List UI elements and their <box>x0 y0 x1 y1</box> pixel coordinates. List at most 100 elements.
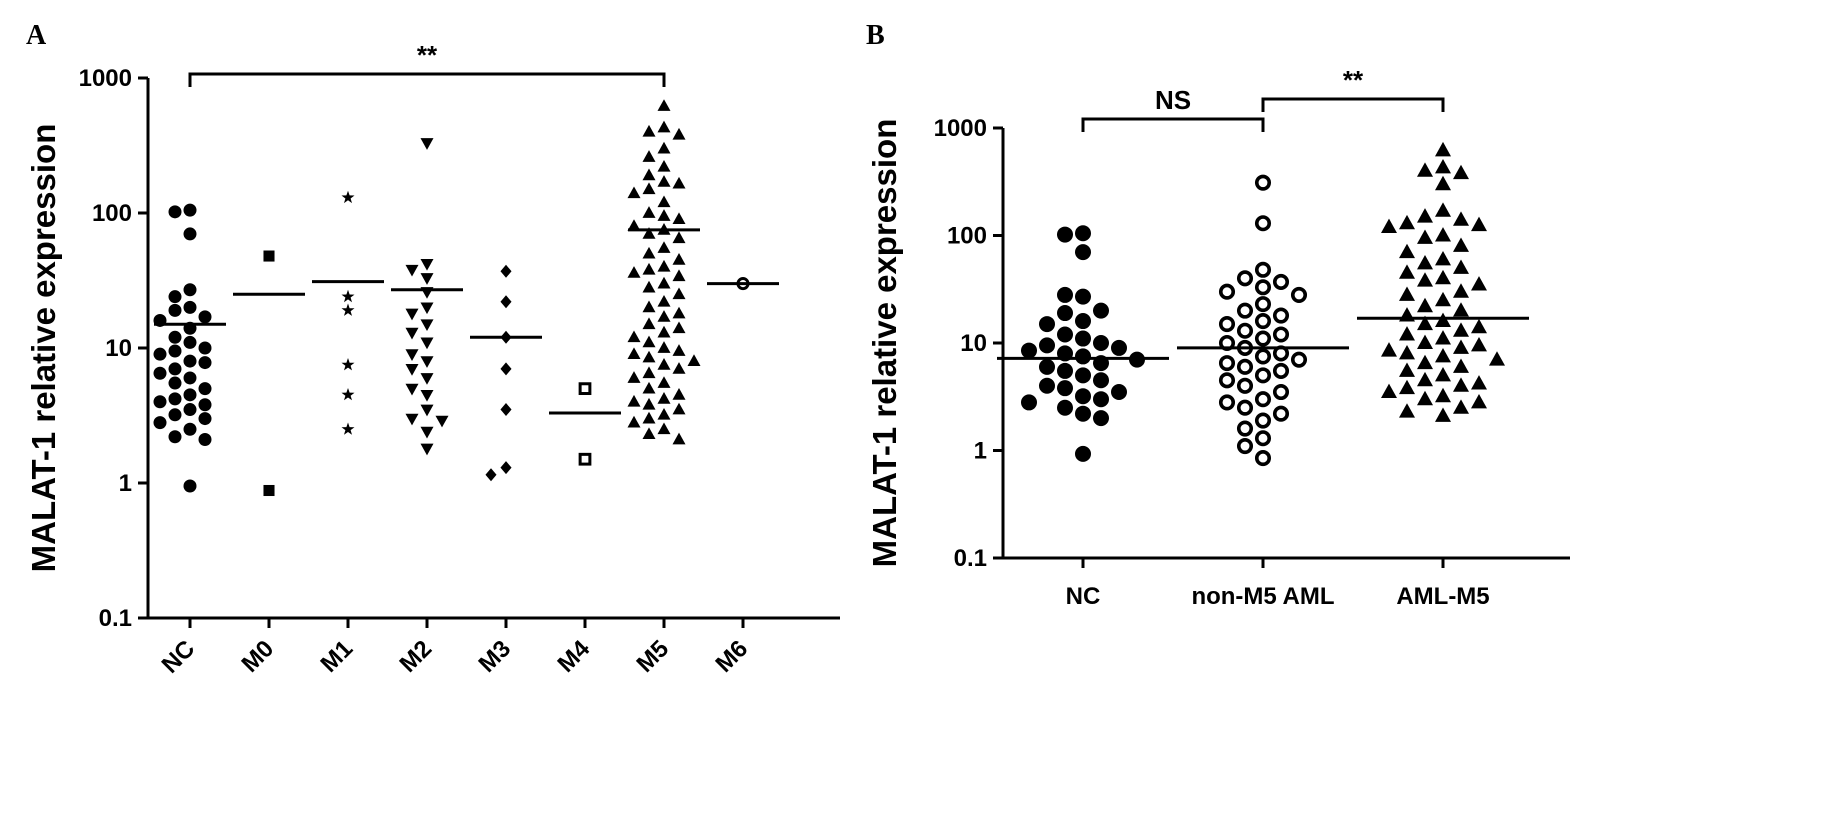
data-point <box>1453 211 1469 226</box>
data-point <box>1399 345 1415 360</box>
y-tick-label: 0.1 <box>954 545 987 572</box>
data-point <box>1489 351 1505 366</box>
data-point <box>1254 279 1272 296</box>
data-point <box>341 358 355 371</box>
data-point <box>627 394 641 407</box>
data-point <box>1272 383 1290 401</box>
data-point <box>642 300 656 313</box>
data-point <box>168 344 182 358</box>
data-point <box>1453 322 1469 337</box>
data-point <box>1093 391 1109 408</box>
data-point <box>168 290 182 304</box>
data-point <box>657 241 671 253</box>
data-point <box>183 227 197 241</box>
data-point <box>672 387 686 400</box>
data-point <box>405 383 419 396</box>
data-point <box>1435 227 1451 242</box>
series-m2 <box>405 138 449 456</box>
data-point <box>341 289 355 303</box>
data-point <box>1039 358 1055 375</box>
data-point <box>642 427 656 440</box>
significance-bracket: NS <box>1081 85 1265 132</box>
data-point <box>657 259 671 272</box>
series-aml-m5 <box>1381 141 1505 422</box>
data-point <box>183 422 197 436</box>
data-point <box>1254 391 1272 408</box>
data-point <box>183 283 197 297</box>
series-nc <box>153 203 212 493</box>
data-point <box>420 373 434 385</box>
data-point <box>420 273 434 285</box>
data-point <box>1399 214 1415 230</box>
data-point <box>642 168 656 181</box>
data-point <box>198 356 212 370</box>
data-point <box>1417 208 1433 223</box>
data-point <box>1236 358 1254 375</box>
data-point <box>1057 399 1073 416</box>
data-point <box>1471 318 1487 334</box>
significance-label: NS <box>1155 85 1191 115</box>
data-point <box>420 302 434 315</box>
data-point <box>341 388 355 401</box>
data-point <box>657 325 671 338</box>
data-point <box>420 337 434 350</box>
data-point <box>420 426 434 439</box>
data-point <box>642 381 656 394</box>
data-point <box>500 264 512 278</box>
data-point <box>405 413 419 426</box>
series-nc <box>1021 225 1145 462</box>
data-point <box>1075 348 1091 365</box>
data-point <box>1417 162 1433 177</box>
data-point <box>263 484 275 497</box>
significance-label: ** <box>417 40 438 70</box>
data-point <box>485 468 497 482</box>
data-point <box>168 330 182 344</box>
data-point <box>420 319 434 332</box>
bracket-line <box>1261 97 1445 112</box>
data-point <box>420 389 434 402</box>
y-tick-label: 10 <box>960 330 987 357</box>
data-point <box>1057 362 1073 379</box>
data-point <box>198 398 212 412</box>
data-point <box>627 415 641 428</box>
x-tick-label: M6 <box>711 635 754 678</box>
data-point <box>1111 384 1127 401</box>
data-point <box>627 347 641 360</box>
data-point <box>1417 229 1433 244</box>
data-point <box>1453 302 1469 317</box>
data-point <box>183 335 197 349</box>
data-point <box>1093 410 1109 427</box>
data-point <box>1021 394 1037 411</box>
data-point <box>500 403 512 417</box>
data-point <box>1290 286 1308 303</box>
data-point <box>1057 326 1073 343</box>
data-point <box>420 356 434 368</box>
data-point <box>1236 399 1254 416</box>
x-tick-label: M1 <box>316 635 359 678</box>
data-point <box>1057 305 1073 322</box>
data-point <box>1290 351 1308 368</box>
data-point <box>578 382 592 396</box>
data-point <box>627 219 641 231</box>
data-point <box>657 358 671 370</box>
data-point <box>672 432 686 445</box>
data-point <box>168 408 182 422</box>
chart-panel-b: 0.1 1 10 100 1000 MALAT-1 relative expression… <box>866 65 1570 610</box>
data-point <box>1435 366 1451 382</box>
data-point <box>1093 302 1109 319</box>
data-point <box>183 479 197 493</box>
data-point <box>341 190 355 204</box>
data-point <box>1272 273 1290 290</box>
data-point <box>198 341 212 355</box>
data-point <box>1453 164 1469 180</box>
data-point <box>1471 394 1487 409</box>
data-point <box>672 344 686 356</box>
data-point <box>657 341 671 353</box>
data-point <box>1471 375 1487 390</box>
significance-label: ** <box>1343 65 1364 95</box>
data-point <box>1075 388 1091 405</box>
data-point <box>642 182 656 195</box>
data-point <box>1254 215 1272 232</box>
data-point <box>168 430 182 444</box>
x-tick-label: NC <box>1066 583 1101 610</box>
